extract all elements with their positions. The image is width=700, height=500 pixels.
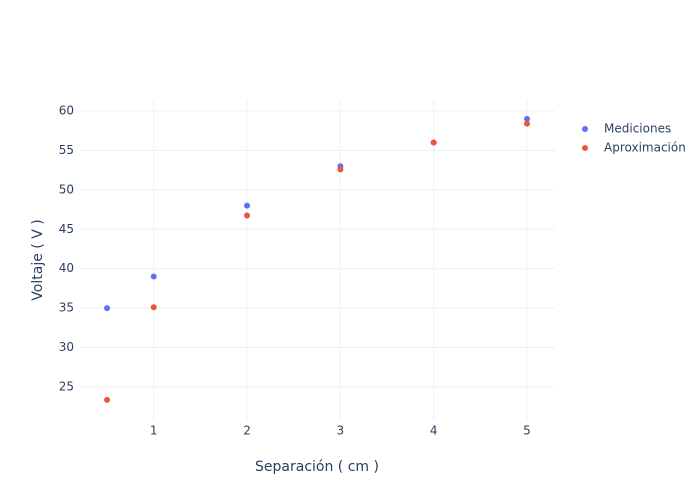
y-axis-title: Voltaje ( V ) xyxy=(30,219,46,300)
point xyxy=(150,304,157,311)
legend-marker xyxy=(582,126,588,132)
point xyxy=(337,166,344,173)
legend-marker xyxy=(582,145,588,151)
y-tick-label: 40 xyxy=(59,261,74,275)
x-tick-label: 4 xyxy=(430,424,438,438)
point xyxy=(430,139,437,146)
y-tick-label: 55 xyxy=(59,143,74,157)
point xyxy=(244,212,251,219)
point xyxy=(104,305,111,312)
y-tick-label: 60 xyxy=(59,104,74,118)
y-tick-label: 45 xyxy=(59,222,74,236)
point xyxy=(104,396,111,403)
point xyxy=(524,120,531,127)
y-tick-label: 25 xyxy=(59,379,74,393)
legend-label: Mediciones xyxy=(604,122,671,136)
x-axis-title: Separación ( cm ) xyxy=(255,459,379,475)
y-tick-label: 35 xyxy=(59,301,74,315)
x-tick-label: 2 xyxy=(243,424,251,438)
x-tick-label: 1 xyxy=(150,424,158,438)
y-tick-label: 30 xyxy=(59,340,74,354)
point xyxy=(150,273,157,280)
x-tick-label: 5 xyxy=(523,424,531,438)
point xyxy=(244,202,251,209)
legend-label: Aproximación xyxy=(604,141,686,155)
point xyxy=(524,115,531,122)
y-tick-label: 50 xyxy=(59,182,74,196)
x-tick-label: 3 xyxy=(337,424,345,438)
